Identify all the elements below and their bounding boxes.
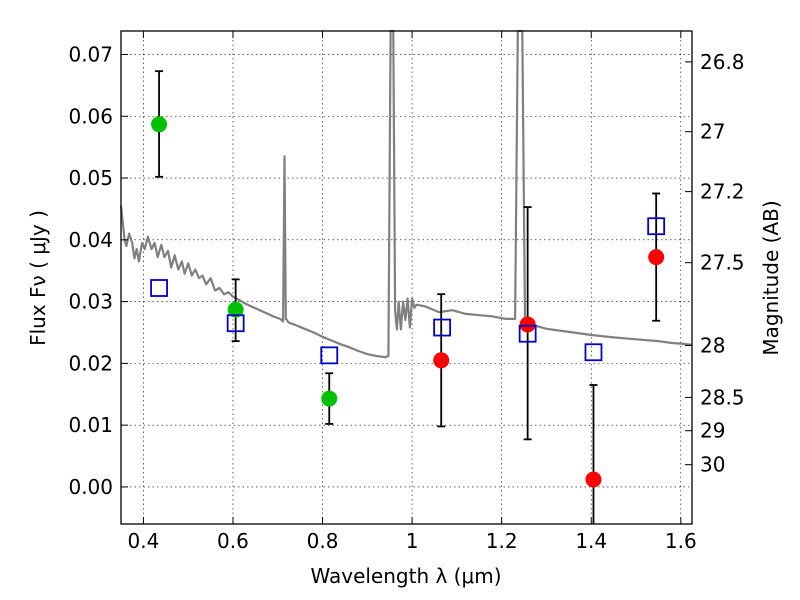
y2-tick-label: 28 (700, 333, 725, 357)
y-tick-label: 0.07 (68, 42, 113, 66)
model-point (320, 346, 339, 365)
y-tick-label: 0.05 (68, 166, 113, 190)
y2-axis-label: Magnitude (AB) (759, 200, 783, 355)
x-tick-label: 0.4 (127, 529, 159, 553)
spectrum-line (119, 29, 693, 359)
plot-frame (120, 30, 693, 525)
model-point (150, 279, 168, 297)
y2-tick-label: 27 (700, 120, 725, 144)
y2-tick-label: 27.5 (700, 251, 745, 275)
tick-layer: 0.4 0.6 0.8 1 1.2 1.4 1.6 0.00 0.01 0.02 0.03 0.04 0… (68, 31, 745, 553)
marker-layer (150, 116, 666, 488)
y-tick-label: 0.04 (68, 228, 113, 252)
y2-tick-label: 29 (700, 419, 725, 443)
x-tick-label: 0.8 (307, 529, 339, 553)
model-point (584, 343, 603, 362)
y2-tick-label: 30 (700, 453, 725, 477)
data-point (321, 390, 338, 407)
data-point (433, 352, 450, 369)
data-point (585, 471, 602, 488)
x-axis-label: Wavelength λ (μm) (310, 564, 501, 588)
y-tick-label: 0.03 (68, 290, 113, 314)
x-tick-label: 0.6 (217, 529, 249, 553)
data-point (648, 249, 665, 266)
model-point (433, 318, 452, 337)
model-point (518, 324, 537, 343)
data-point (151, 116, 168, 133)
spectrum-series (119, 29, 693, 359)
y2-tick-label: 28.5 (700, 385, 745, 409)
model-point (647, 217, 666, 236)
data-point (227, 301, 244, 318)
model-point (226, 314, 245, 333)
x-tick-label: 1.6 (665, 529, 697, 553)
y2-tick-label: 26.8 (700, 50, 745, 74)
y-tick-label: 0.01 (68, 413, 113, 437)
y-tick-label: 0.02 (68, 351, 113, 375)
x-tick-label: 1 (406, 529, 419, 553)
y-tick-label: 0.00 (68, 475, 113, 499)
x-tick-label: 1.2 (486, 529, 518, 553)
y2-tick-label: 27.2 (700, 180, 745, 204)
x-tick-label: 1.4 (575, 529, 607, 553)
y-tick-label: 0.06 (68, 104, 113, 128)
y-axis-label: Flux Fν ( μJy ) (26, 210, 50, 346)
gridlines (121, 31, 692, 524)
data-point (519, 316, 536, 333)
